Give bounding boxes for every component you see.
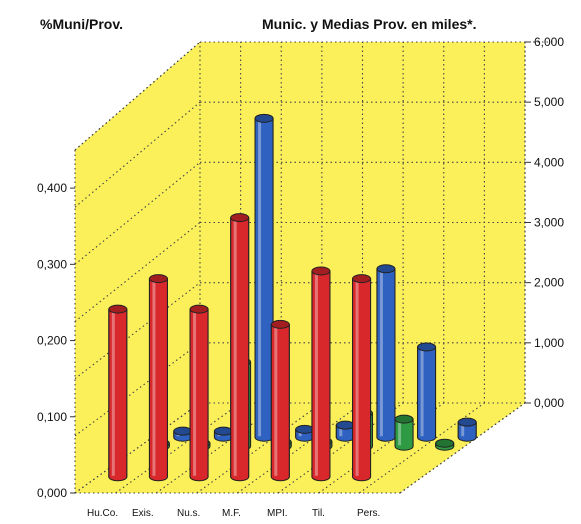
chart-bars: [108, 113, 477, 482]
side-wall-gridline: [74, 342, 201, 437]
red-bar-highlight: [355, 279, 359, 476]
blue-bar-top: [213, 426, 233, 436]
red-bar-highlight: [314, 272, 318, 476]
blue-bar: [254, 113, 274, 442]
red-bar: [108, 304, 128, 482]
left-axis-tick-label: 0,400: [37, 181, 67, 195]
blue-bar-highlight: [461, 423, 465, 437]
chart-side-wall: [75, 42, 200, 493]
side-wall-gridline: [74, 101, 201, 208]
left-axis-title: %Muni/Prov.: [40, 16, 123, 32]
blue-bar-top: [254, 113, 274, 123]
red-bar-top: [189, 304, 209, 314]
side-wall-top-edge: [74, 41, 201, 151]
red-bar: [230, 213, 250, 482]
floor-gridline: [237, 402, 363, 494]
red-bar: [148, 274, 168, 482]
red-bar-top: [108, 304, 128, 314]
right-axis-tick-label: 1,000: [534, 336, 564, 350]
side-wall-gridline: [74, 282, 201, 380]
category-label: Exis.: [132, 508, 154, 519]
red-bar: [189, 304, 209, 482]
blue-bar-top: [376, 264, 396, 274]
floor-gridline: [196, 402, 323, 494]
red-bar-top: [148, 274, 168, 284]
category-label: Til.: [312, 508, 325, 519]
blue-bar: [295, 424, 315, 442]
category-label: Hu.Co.: [87, 508, 118, 519]
right-axis-tick-label: 5,000: [534, 95, 564, 109]
red-bar-highlight: [152, 279, 156, 476]
floor-gridline: [277, 402, 404, 494]
right-axis-tick-label: 3,000: [534, 216, 564, 230]
blue-bar: [376, 264, 396, 442]
floor-gridline: [318, 402, 445, 494]
blue-bar-highlight: [379, 269, 383, 437]
red-bar-top: [230, 213, 250, 223]
left-axis-tick-label: 0,300: [37, 257, 67, 271]
side-wall-gridline: [74, 402, 201, 494]
right-axis-tick-label: 6,000: [534, 35, 564, 49]
green-bar-top: [394, 414, 414, 424]
chart-axes: 0,000 0,100 0,200 0,300 0,400 0,000 1,000 2,000…: [37, 35, 564, 519]
blue-bar-highlight: [258, 119, 262, 437]
green-bar: [394, 414, 414, 451]
green-bar-highlight: [398, 420, 402, 446]
right-axis-tick-label: 2,000: [534, 276, 564, 290]
red-bar-top: [311, 266, 331, 276]
red-bar-highlight: [193, 310, 197, 476]
red-bar: [352, 274, 372, 482]
left-axis-tick-label: 0,100: [37, 410, 67, 424]
red-bar-highlight: [233, 218, 237, 476]
blue-bar: [417, 342, 437, 442]
green-bar-top: [435, 438, 455, 448]
category-label: M.F.: [222, 508, 241, 519]
red-bar-top: [352, 274, 372, 284]
blue-bar-highlight: [420, 347, 424, 437]
green-bar: [435, 438, 455, 451]
right-axis-tick-label: 4,000: [534, 155, 564, 169]
blue-bar: [335, 420, 355, 442]
floor-gridline: [155, 402, 282, 494]
blue-bar-top: [457, 417, 477, 427]
red-bar-top: [270, 319, 290, 329]
blue-bar-highlight: [339, 426, 343, 437]
blue-bar: [457, 417, 477, 442]
blue-bar-top: [417, 342, 437, 352]
category-label: MPI.: [267, 508, 288, 519]
left-axis-tick-label: 0,200: [37, 334, 67, 348]
floor-gridline: [359, 402, 485, 494]
category-label: Pers.: [357, 508, 380, 519]
red-bar: [311, 266, 331, 482]
category-label: Nu.s.: [177, 508, 200, 519]
red-bar-highlight: [111, 310, 115, 476]
red-bar: [270, 319, 290, 482]
blue-bar-top: [295, 424, 315, 434]
blue-bar: [173, 426, 193, 442]
red-bar-highlight: [274, 325, 278, 476]
blue-bar-top: [335, 420, 355, 430]
floor-gridline: [115, 402, 241, 494]
right-axis-title: Munic. y Medias Prov. en miles*.: [262, 16, 476, 32]
floor-right-edge: [399, 402, 526, 494]
blue-bar-top: [173, 426, 193, 436]
left-axis-tick-label: 0,000: [37, 486, 67, 500]
right-axis-tick-label: 0,000: [534, 396, 564, 410]
blue-bar: [213, 426, 233, 442]
